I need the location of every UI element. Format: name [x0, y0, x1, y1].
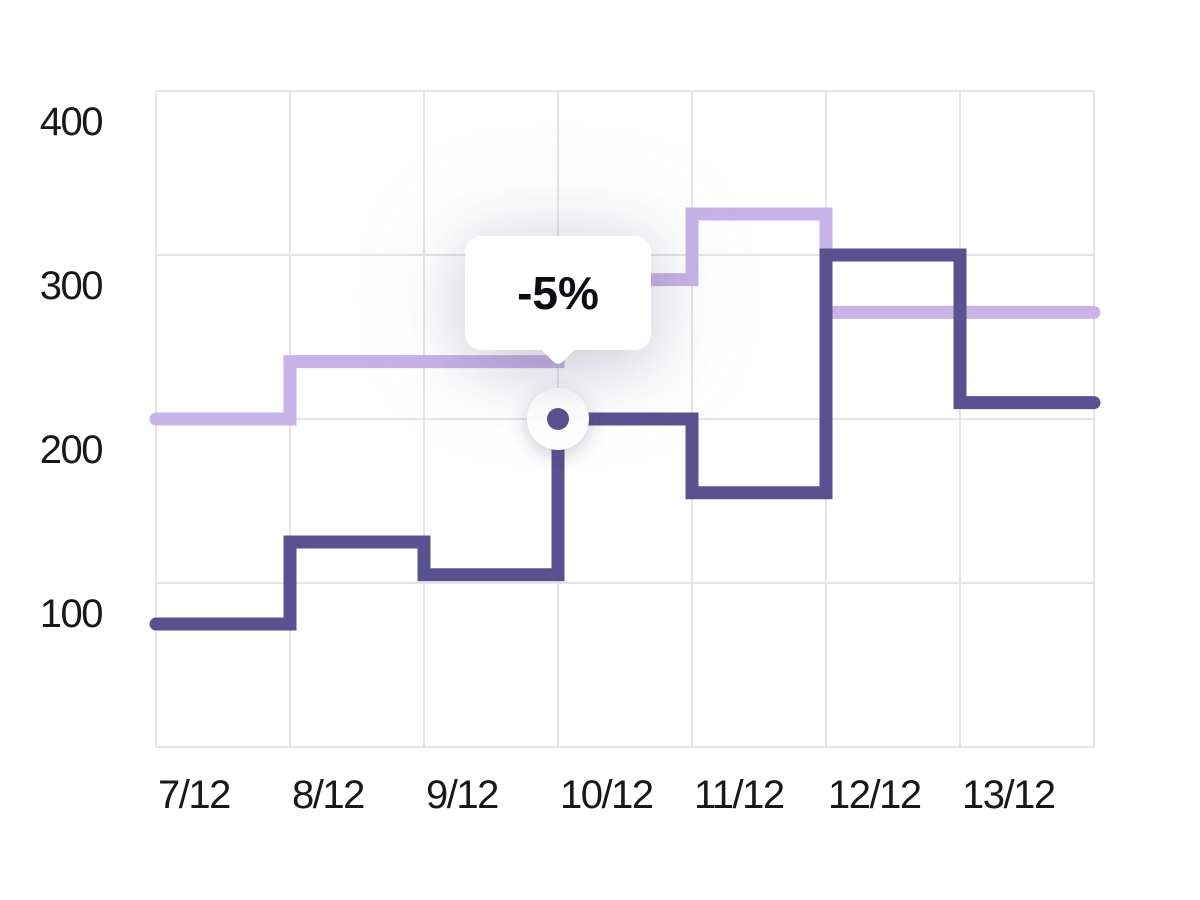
x-tick-label: 7/12: [158, 773, 231, 817]
dark-purple-series: [149, 248, 1101, 631]
tooltip-value-label: -5%: [517, 267, 599, 319]
y-tick-label: 200: [39, 428, 104, 472]
x-tick-label: 11/12: [694, 773, 785, 817]
x-tick-label: 10/12: [560, 773, 654, 817]
y-tick-label: 300: [39, 264, 104, 308]
highlight-dot[interactable]: [527, 388, 589, 450]
x-tick-label: 9/12: [426, 773, 499, 817]
y-tick-label: 400: [39, 100, 104, 144]
x-tick-label: 8/12: [292, 773, 365, 817]
x-tick-label: 13/12: [962, 773, 1056, 817]
x-tick-label: 12/12: [828, 773, 922, 817]
tooltip-box: -5%: [465, 236, 651, 350]
y-tick-label: 100: [39, 592, 104, 636]
